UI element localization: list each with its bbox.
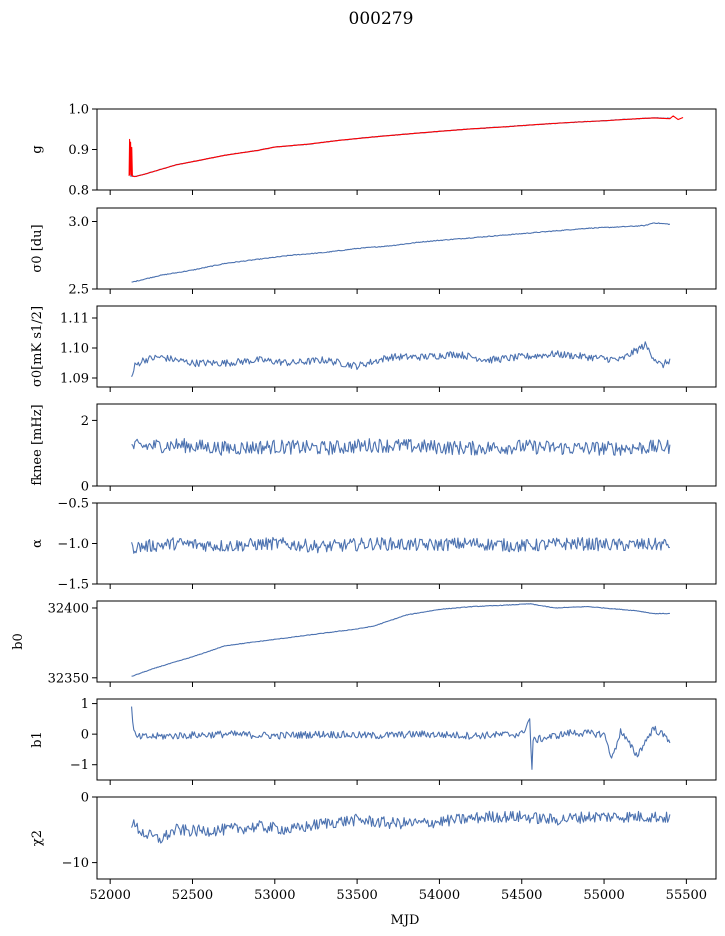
x-axis-label: MJD	[391, 913, 420, 928]
figure-title: 000279	[349, 9, 414, 29]
y-tick-label: 0	[81, 791, 89, 806]
y-tick-label: 1.0	[68, 103, 89, 118]
y-tick-label: −0.5	[57, 497, 89, 512]
series-line-5-1	[131, 536, 670, 554]
series-line-3-1	[131, 341, 671, 377]
y-tick-label: −10	[62, 856, 89, 871]
y-tick-label: 3.0	[68, 215, 89, 230]
y-axis-label: b0	[11, 633, 26, 650]
x-tick-label: 52000	[89, 888, 130, 903]
panel-1: 0.8 0.9 1.0 g	[30, 103, 717, 199]
series-line-1-2	[128, 115, 684, 178]
panel-5: −1.5 −1.0 −0.5 α	[30, 497, 717, 593]
x-tick-label: 53000	[254, 888, 295, 903]
axes-frame	[96, 600, 717, 683]
y-tick-label: 0.9	[68, 143, 89, 158]
series-line-2-1	[131, 222, 671, 283]
x-tick-label: 55500	[666, 888, 707, 903]
y-tick-label: 2	[81, 414, 89, 429]
x-tick-label: 55000	[583, 888, 624, 903]
axes-frame	[96, 207, 717, 290]
panel-3: 1.09 1.10 1.11 σ0[mK s1/2]	[30, 305, 717, 392]
panel-2: 2.5 3.0 σ0 [du]	[30, 207, 717, 298]
series-line-6-1	[131, 603, 670, 677]
x-tick-label: 52500	[172, 888, 213, 903]
x-tick-label: 53500	[336, 888, 377, 903]
y-tick-label: −1	[70, 758, 89, 773]
series-line-8-1	[131, 810, 671, 844]
axes-frame	[96, 698, 717, 781]
y-tick-label: 0.8	[68, 184, 89, 199]
axes-frame	[96, 305, 717, 388]
x-tick-label: 54500	[501, 888, 542, 903]
y-tick-label: 32350	[48, 671, 89, 686]
panel-6: 32350 32400 b0	[11, 600, 717, 687]
y-axis-label: χ2	[30, 830, 45, 846]
y-tick-label: 1	[81, 697, 89, 712]
series-line-1-1	[129, 117, 670, 177]
y-tick-label: 0	[81, 480, 89, 495]
y-tick-label: 0	[81, 728, 89, 743]
x-tick-label: 54000	[419, 888, 460, 903]
y-tick-label: 1.09	[60, 372, 89, 387]
panel-8: −10 0 52000 52500 53000 53500 54000 54500 55000 5…	[30, 791, 717, 903]
panels: 0.8 0.9 1.0 g 2.5 3.0 σ0 [du] 1.09 1.10 1.11 σ0[mK…	[11, 103, 717, 903]
y-tick-label: 32400	[48, 601, 89, 616]
axes-frame	[96, 108, 717, 191]
panel-7: −1 0 1 b1	[30, 697, 717, 785]
y-axis-label: σ0[mK s1/2]	[30, 306, 45, 387]
y-axis-label: σ0 [du]	[30, 224, 45, 272]
y-tick-label: 1.11	[60, 312, 89, 327]
series-line-7-1	[131, 706, 671, 770]
y-tick-label: −1.5	[57, 578, 89, 593]
y-axis-label: b1	[30, 731, 45, 748]
y-tick-label: 1.10	[60, 342, 89, 357]
panel-4: 0 2 fknee [mHz]	[30, 403, 717, 495]
axes-frame	[96, 796, 717, 880]
y-tick-label: 2.5	[68, 283, 89, 298]
y-axis-label: fknee [mHz]	[30, 404, 45, 485]
axes-frame	[96, 403, 717, 487]
series-line-4-1	[131, 438, 671, 456]
y-axis-label: g	[30, 145, 45, 153]
y-tick-label: −1.0	[57, 537, 89, 552]
y-axis-label: α	[30, 539, 45, 548]
